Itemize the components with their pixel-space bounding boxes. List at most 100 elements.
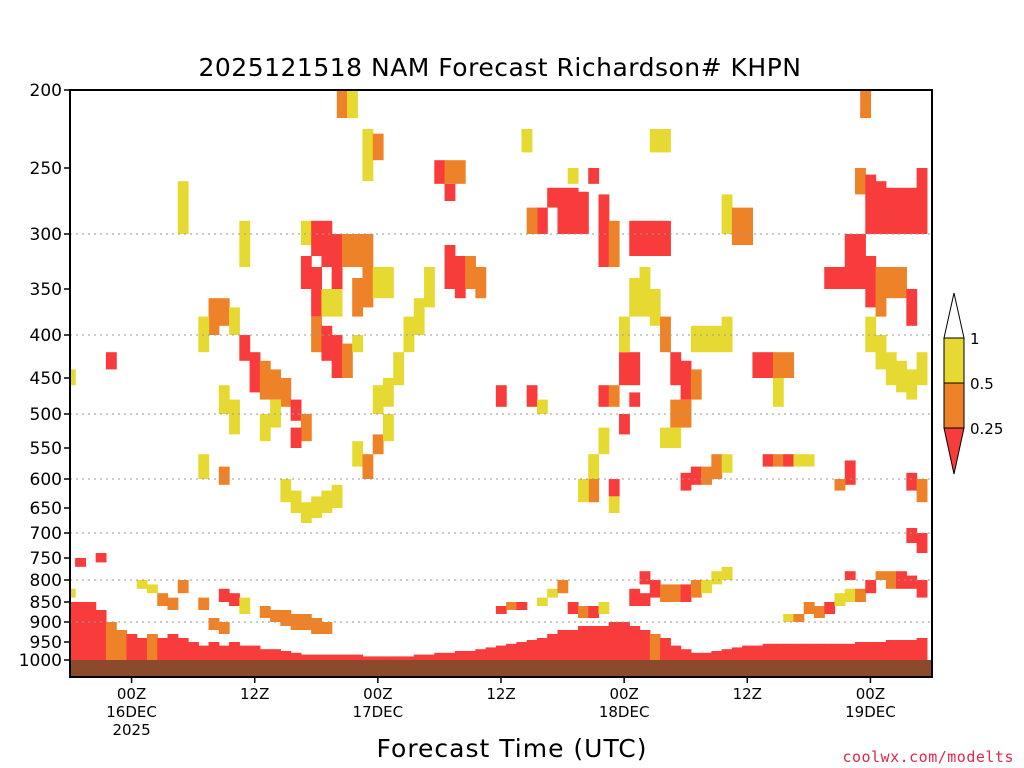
ri-cell <box>218 298 230 326</box>
ri-cell <box>229 399 240 435</box>
ri-boundary-cell <box>516 642 528 660</box>
ri-cell <box>588 168 600 184</box>
ri-boundary-cell <box>547 634 559 660</box>
ri-boundary-cell <box>454 651 466 660</box>
ri-cell <box>321 490 333 513</box>
ri-cell <box>916 580 928 598</box>
ri-cell <box>762 454 774 467</box>
ri-boundary-cell <box>865 642 877 660</box>
colorbar-tick-label: 0.5 <box>970 375 994 393</box>
ri-cell <box>680 584 692 602</box>
ri-cell <box>670 399 682 428</box>
ri-cell <box>198 454 210 479</box>
ri-boundary-cell <box>772 643 784 660</box>
ri-cell <box>424 267 435 308</box>
ri-cell <box>711 571 723 585</box>
ri-cell <box>393 352 405 386</box>
ri-cell <box>362 278 374 308</box>
ri-cell <box>660 427 671 448</box>
ri-boundary-cell <box>259 649 271 660</box>
colorbar-tick-label: 1 <box>970 330 980 348</box>
ri-cell <box>516 602 528 610</box>
ri-cell <box>906 289 918 326</box>
ri-cell <box>495 606 507 614</box>
ri-cell <box>824 267 836 289</box>
ri-cell <box>660 220 671 256</box>
ri-cell <box>577 479 589 503</box>
ri-boundary-cell <box>536 638 548 660</box>
ri-boundary-cell <box>711 651 723 660</box>
ri-cell <box>311 496 323 518</box>
ri-cell <box>824 602 836 614</box>
ri-cell <box>321 622 333 634</box>
ri-cell <box>639 571 651 585</box>
ri-cell <box>280 610 292 626</box>
ri-boundary-cell <box>341 654 353 660</box>
ri-cell <box>362 234 374 278</box>
ri-cell <box>608 385 620 407</box>
ri-boundary-cell <box>136 638 148 660</box>
ri-boundary-cell <box>70 602 76 660</box>
ri-cell <box>916 352 928 386</box>
ri-cell <box>906 369 918 400</box>
ri-cell <box>649 289 661 326</box>
ri-cell <box>598 234 610 267</box>
ri-cell <box>177 580 189 594</box>
ri-cell <box>670 584 682 602</box>
ri-cell <box>598 427 610 455</box>
ri-cell <box>783 352 795 378</box>
ri-cell <box>721 566 733 580</box>
ri-boundary-cell <box>855 642 866 660</box>
ri-boundary-cell <box>762 643 774 660</box>
ri-cell <box>875 335 887 370</box>
ri-cell <box>639 267 651 317</box>
y-tick-label: 350 <box>30 280 62 300</box>
ri-cell <box>690 325 702 353</box>
ri-cell <box>598 194 610 234</box>
ri-boundary-cell <box>896 640 907 660</box>
ri-cell <box>844 571 856 580</box>
ri-cell <box>311 267 323 317</box>
ri-cell <box>772 454 784 467</box>
ri-boundary-cell <box>105 622 117 660</box>
x-tick-label: 12Z <box>240 685 269 703</box>
x-tick-label: 18DEC <box>599 703 650 721</box>
ri-cell <box>906 575 918 589</box>
ri-cell <box>772 352 784 378</box>
ri-cell <box>896 187 907 234</box>
ri-cell <box>362 454 374 479</box>
y-tick-label: 750 <box>30 549 62 569</box>
ri-cell <box>701 580 712 594</box>
ri-cell <box>444 160 456 184</box>
y-tick-label: 600 <box>30 470 62 490</box>
ri-cell <box>598 385 610 407</box>
y-tick-label: 400 <box>30 326 62 346</box>
ri-cell <box>146 584 158 594</box>
ri-cell <box>588 479 600 503</box>
ri-cell <box>75 558 86 567</box>
ri-cell <box>629 352 641 386</box>
ri-boundary-cell <box>619 622 630 660</box>
ri-boundary-cell <box>362 656 374 660</box>
ri-cell <box>372 133 384 161</box>
ri-cell <box>834 267 846 289</box>
ri-boundary-cell <box>752 645 764 660</box>
ri-cell <box>803 602 815 614</box>
ri-cell <box>608 220 620 267</box>
y-tick-label: 550 <box>30 439 62 459</box>
ri-boundary-cell <box>444 652 456 660</box>
credit-link[interactable]: coolwx.com/modelts <box>842 748 1014 766</box>
ri-cell <box>239 335 251 361</box>
ri-cell <box>629 278 641 317</box>
ri-cell <box>311 316 323 353</box>
ri-cell <box>300 614 312 630</box>
ri-cell <box>680 472 692 491</box>
ri-cell <box>331 289 343 317</box>
ri-cell <box>331 335 343 378</box>
ri-cell <box>639 220 651 256</box>
x-tick-label: 00Z <box>363 685 392 703</box>
ri-cell <box>803 454 815 467</box>
ri-boundary-cell <box>239 645 251 660</box>
ri-cell <box>239 597 251 614</box>
ri-cell <box>382 414 394 442</box>
